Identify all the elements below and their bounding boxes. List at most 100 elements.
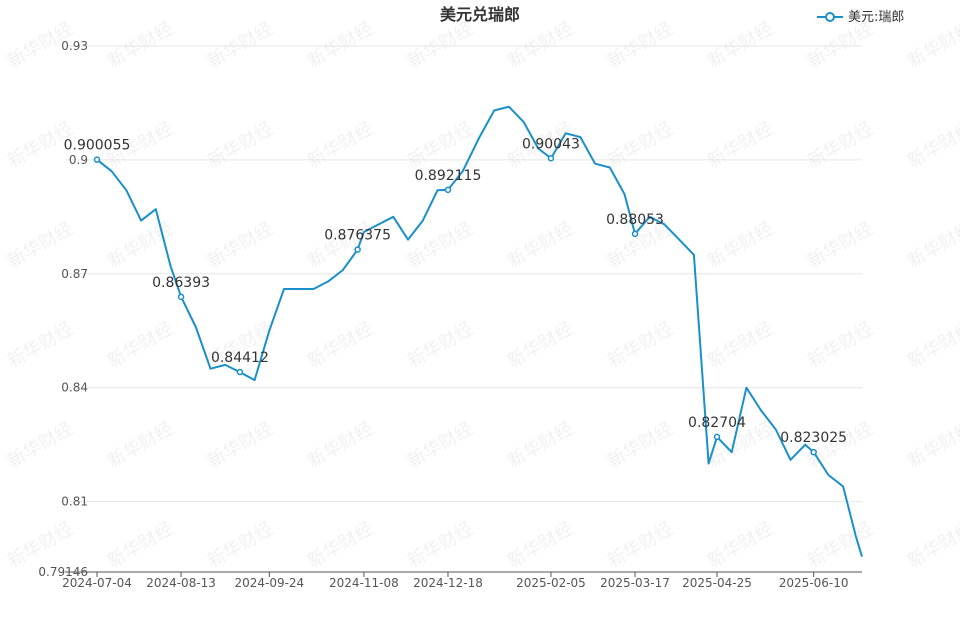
watermark-text: 新华财经 — [504, 418, 577, 472]
legend-label: 美元:瑞郎 — [848, 10, 904, 25]
data-point — [435, 188, 439, 192]
watermark-text: 新华财经 — [804, 318, 877, 372]
watermark-text: 新华财经 — [704, 318, 777, 372]
data-point — [406, 238, 410, 242]
labeled-point-marker — [810, 448, 817, 456]
watermark-text: 新华财经 — [904, 318, 960, 372]
labeled-point-marker — [93, 156, 101, 163]
data-point — [593, 162, 597, 166]
x-tick-label: 2024-12-18 — [413, 576, 483, 590]
labeled-point-marker — [236, 368, 244, 376]
labeled-point-marker — [177, 293, 185, 301]
data-point — [139, 219, 143, 223]
watermark-text: 新华财经 — [804, 18, 877, 72]
data-point — [326, 279, 330, 283]
watermark-text: 新华财经 — [204, 118, 277, 172]
labeled-point-marker — [444, 186, 452, 194]
data-point — [522, 120, 526, 124]
watermark-text: 新华财经 — [904, 118, 960, 172]
grid-lines — [65, 45, 862, 503]
watermark-text: 新华财经 — [904, 218, 960, 272]
data-point — [267, 329, 271, 333]
watermark-text: 新华财经 — [904, 518, 960, 572]
data-point — [124, 188, 128, 192]
watermark-text: 新华财经 — [4, 218, 77, 272]
data-point — [854, 534, 858, 538]
data-point — [169, 264, 173, 268]
watermark-text: 新华财经 — [504, 18, 577, 72]
watermark-text: 新华财经 — [504, 218, 577, 272]
data-label: 0.90043 — [522, 136, 580, 152]
data-label: 0.900055 — [64, 138, 131, 154]
series-layer — [96, 105, 864, 559]
watermark-text: 新华财经 — [204, 518, 277, 572]
x-tick-label: 2025-06-10 — [779, 576, 849, 590]
watermark-text: 新华财经 — [604, 18, 677, 72]
y-tick-label: 0.84 — [61, 381, 88, 395]
watermark-text: 新华财经 — [204, 18, 277, 72]
x-tick-label: 2025-03-17 — [600, 576, 670, 590]
legend[interactable]: 美元:瑞郎 — [817, 10, 904, 25]
data-label: 0.86393 — [152, 275, 210, 291]
y-tick-label: 0.79146 — [38, 565, 88, 579]
watermark-text: 新华财经 — [4, 318, 77, 372]
watermark-text: 新华财经 — [704, 18, 777, 72]
data-point — [774, 427, 778, 431]
data-point — [759, 408, 763, 412]
data-label: 0.823025 — [780, 430, 847, 446]
data-point — [730, 450, 734, 454]
data-point — [297, 287, 301, 291]
data-point — [707, 462, 711, 466]
data-point — [608, 165, 612, 169]
data-label: 0.876375 — [324, 228, 391, 244]
data-point — [421, 219, 425, 223]
watermark-text: 新华财经 — [604, 318, 677, 372]
data-point — [194, 325, 198, 329]
data-point — [677, 238, 681, 242]
watermark-text: 新华财经 — [904, 418, 960, 472]
legend-swatch-marker — [825, 12, 835, 22]
watermark-text: 新华财经 — [804, 118, 877, 172]
watermark-text: 新华财经 — [304, 418, 377, 472]
data-labels: 0.900055 0.86393 0.84412 0.876375 0.892115 0.… — [64, 136, 847, 456]
watermark-text: 新华财经 — [904, 18, 960, 72]
x-tick-label: 2025-02-05 — [516, 576, 586, 590]
watermark-text: 新华财经 — [804, 218, 877, 272]
data-point — [377, 222, 381, 226]
watermark-text: 新华财经 — [804, 518, 877, 572]
watermark-text: 新华财经 — [604, 118, 677, 172]
axes: 0.79146 0.81 0.84 0.87 0.9 0.93 2024-07-04 2024… — [38, 39, 862, 590]
watermark-text: 新华财经 — [404, 218, 477, 272]
watermark-text: 新华财经 — [404, 18, 477, 72]
data-point — [826, 473, 830, 477]
data-label: 0.88053 — [606, 212, 664, 228]
data-point — [110, 169, 114, 173]
watermark-text: 新华财经 — [504, 518, 577, 572]
y-tick-label: 0.87 — [61, 267, 88, 281]
watermark-text: 新华财经 — [104, 18, 177, 72]
data-point — [492, 109, 496, 113]
watermark-text: 新华财经 — [404, 518, 477, 572]
data-point — [208, 367, 212, 371]
labeled-point-marker — [713, 433, 721, 441]
watermark-text: 新华财经 — [704, 218, 777, 272]
watermark-layer: 新华财经 新华财经 新华财经 新华财经 新华财经 新华财经 新华财经 新华财经 新华财经 新华财经… — [4, 18, 960, 572]
watermark-text: 新华财经 — [704, 518, 777, 572]
watermark-text: 新华财经 — [604, 418, 677, 472]
x-tick-label: 2024-11-08 — [329, 576, 399, 590]
data-point — [860, 555, 864, 559]
watermark-text: 新华财经 — [604, 518, 677, 572]
data-point — [391, 215, 395, 219]
data-point — [564, 131, 568, 135]
labeled-point-marker — [631, 230, 639, 238]
chart-title: 美元兑瑞郎 — [440, 5, 520, 24]
data-point — [692, 253, 696, 257]
watermark-text: 新华财经 — [4, 418, 77, 472]
data-point — [253, 378, 257, 382]
labeled-point-marker — [547, 155, 555, 162]
watermark-text: 新华财经 — [304, 218, 377, 272]
x-tick-label: 2024-08-13 — [146, 576, 216, 590]
x-tick-label: 2025-04-25 — [682, 576, 752, 590]
watermark-text: 新华财经 — [304, 118, 377, 172]
